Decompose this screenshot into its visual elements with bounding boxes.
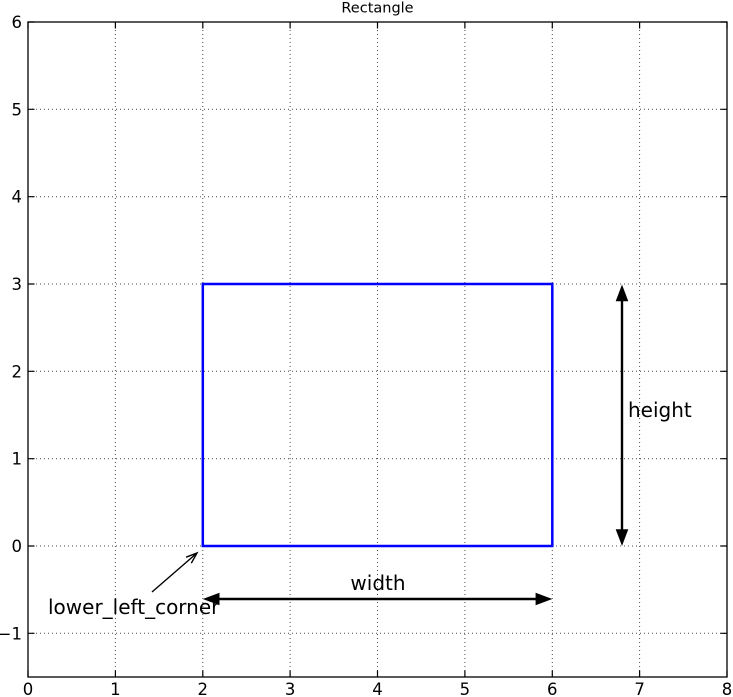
y-ticks-right — [720, 21, 727, 634]
x-tick-label: 4 — [372, 680, 383, 697]
height-arrow-head-top — [615, 284, 629, 302]
y-tick-label: 3 — [12, 275, 23, 294]
height-arrow-head-bottom — [615, 529, 629, 546]
x-axis-tick-labels: 0 1 2 3 4 5 6 7 8 — [23, 680, 733, 697]
y-tick-label: 0 — [12, 537, 23, 556]
width-label: width — [350, 571, 405, 595]
x-tick-label: 5 — [460, 680, 471, 697]
y-tick-label: 2 — [12, 362, 23, 381]
lower-left-corner-annotation: lower_left_corner — [48, 551, 220, 619]
x-ticks-top — [27, 22, 728, 29]
x-tick-label: 8 — [722, 680, 733, 697]
y-tick-label: −1 — [0, 624, 22, 643]
width-arrow-head-right — [535, 592, 553, 606]
width-arrow-head-left — [202, 592, 220, 606]
lower-left-corner-label: lower_left_corner — [48, 595, 220, 619]
x-tick-label: 6 — [547, 680, 558, 697]
x-tick-label: 2 — [198, 680, 209, 697]
plot-title: Rectangle — [341, 1, 413, 17]
y-tick-label: 5 — [12, 100, 23, 119]
width-annotation: width — [202, 571, 553, 606]
x-tick-label: 0 — [23, 680, 34, 697]
y-tick-label: 1 — [12, 450, 23, 469]
y-tick-label: 4 — [12, 188, 23, 207]
y-ticks-left — [28, 21, 35, 634]
y-axis-tick-labels: 6 5 4 3 2 1 0 −1 — [0, 13, 22, 643]
annotation-arrow-head — [185, 551, 199, 564]
height-annotation: height — [615, 284, 692, 546]
x-ticks-bottom — [27, 670, 728, 677]
x-tick-label: 7 — [634, 680, 645, 697]
x-tick-label: 1 — [110, 680, 121, 697]
height-label: height — [628, 398, 692, 422]
y-tick-label: 6 — [12, 13, 23, 32]
annotation-arrow-line — [151, 552, 198, 593]
rectangle-shape — [201, 282, 554, 548]
tick-marks — [27, 21, 728, 677]
x-tick-label: 3 — [285, 680, 296, 697]
